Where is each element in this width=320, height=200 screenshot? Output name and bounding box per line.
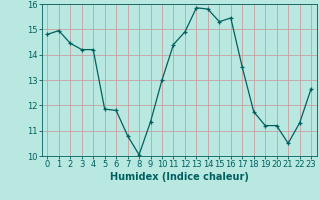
X-axis label: Humidex (Indice chaleur): Humidex (Indice chaleur) <box>110 172 249 182</box>
